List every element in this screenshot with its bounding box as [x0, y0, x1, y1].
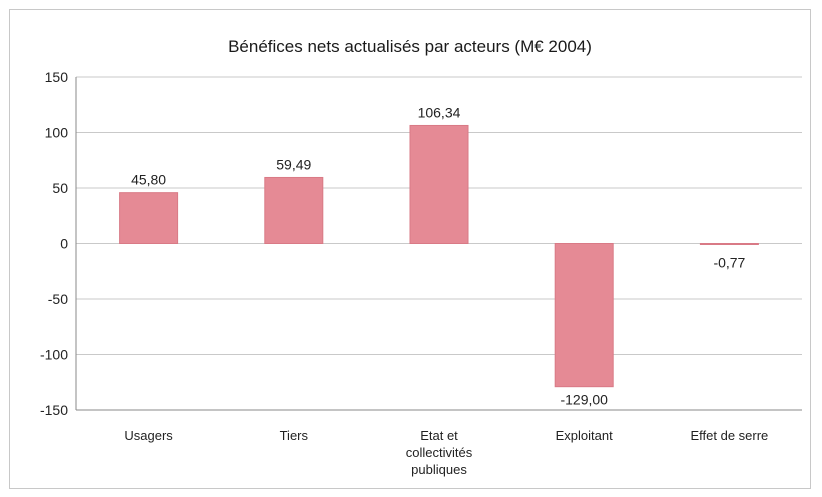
category-labels: Usagers Tiers Etat et collectivités publique…	[124, 428, 768, 477]
bar	[409, 124, 469, 244]
y-tick-label: 150	[45, 69, 69, 85]
axes	[75, 77, 802, 411]
chart-frame: Bénéfices nets actualisés par acteurs (M…	[9, 9, 811, 489]
bar	[119, 192, 179, 245]
category-label-line: Etat et	[420, 428, 458, 443]
y-tick-label: -50	[48, 291, 68, 307]
bar	[699, 243, 759, 245]
bar	[264, 176, 324, 244]
chart-svg: Bénéfices nets actualisés par acteurs (M…	[40, 37, 802, 477]
category-label: Usagers	[124, 428, 173, 443]
data-labels: 45,80 59,49 106,34 -129,00 -0,77	[131, 104, 745, 407]
bars	[119, 124, 759, 388]
y-tick-label: 100	[45, 125, 69, 141]
bar	[554, 243, 614, 388]
y-tick-label: -150	[40, 402, 68, 418]
data-label: 106,34	[418, 104, 461, 120]
data-label: 45,80	[131, 172, 166, 188]
data-label: -129,00	[560, 392, 608, 408]
category-label-line: collectivités	[406, 445, 473, 460]
category-label: Etat et collectivités publiques	[406, 428, 473, 477]
y-tick-label: -100	[40, 347, 68, 363]
category-label: Exploitant	[556, 428, 613, 443]
category-label-line: publiques	[411, 462, 467, 477]
y-tick-label: 50	[52, 180, 68, 196]
y-tick-labels: 150 100 50 0 -50 -100 -150	[40, 69, 68, 418]
data-label: 59,49	[276, 156, 311, 172]
category-label-line: Effet de serre	[690, 428, 768, 443]
y-tick-label: 0	[60, 236, 68, 252]
category-label-line: Usagers	[124, 428, 173, 443]
category-label-line: Exploitant	[556, 428, 613, 443]
category-label: Effet de serre	[690, 428, 768, 443]
data-label: -0,77	[713, 255, 745, 271]
category-label-line: Tiers	[280, 428, 309, 443]
category-label: Tiers	[280, 428, 309, 443]
chart-title: Bénéfices nets actualisés par acteurs (M…	[228, 37, 592, 56]
